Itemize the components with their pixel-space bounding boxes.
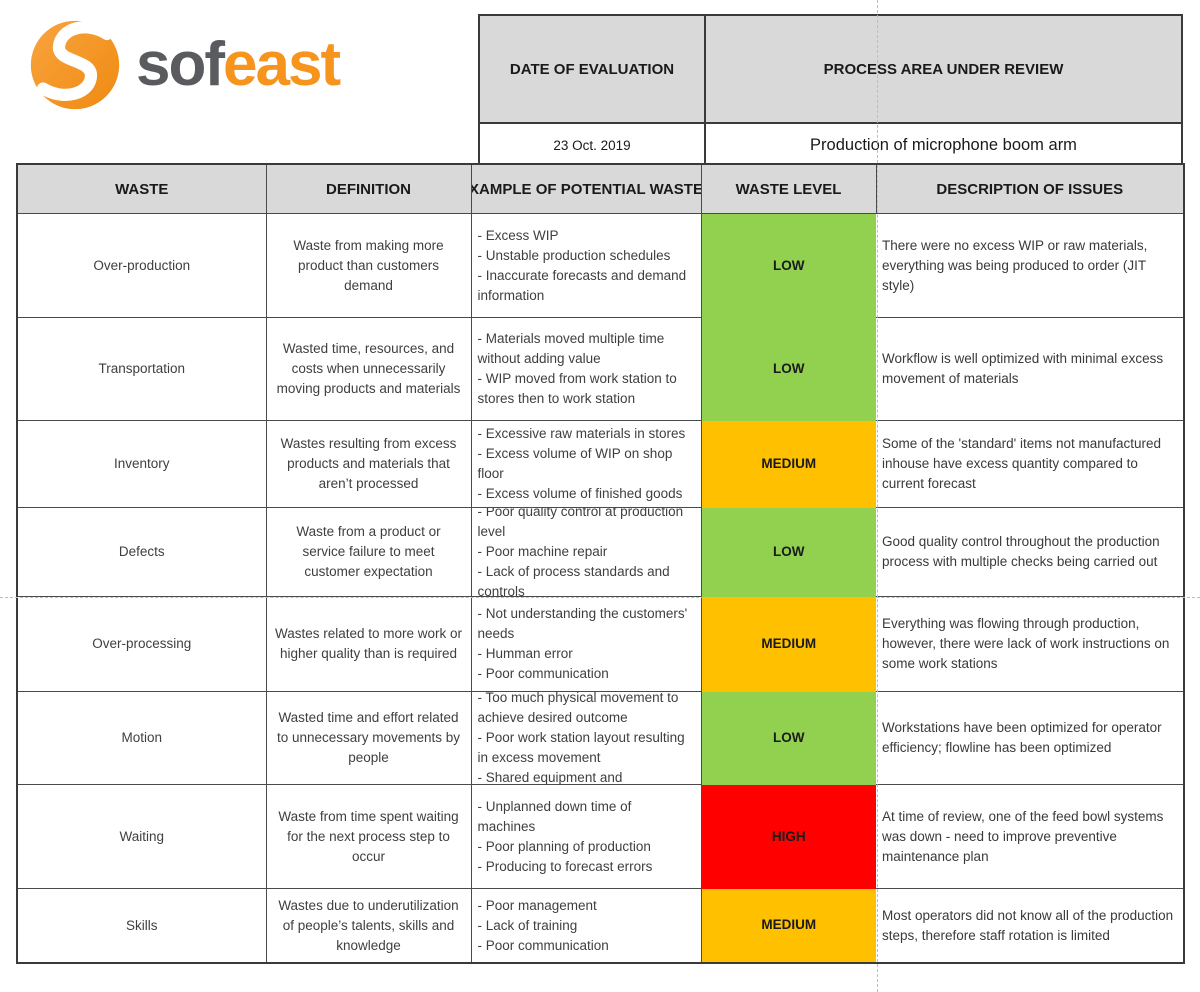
evaluation-header-table: DATE OF EVALUATION PROCESS AREA UNDER RE… [478, 14, 1183, 169]
examples-cell: - Excessive raw materials in stores - Ex… [470, 420, 702, 508]
column-header-waste: WASTE [16, 163, 267, 214]
table-row: Over-production Waste from making more p… [16, 213, 1185, 318]
description-cell: Workflow is well optimized with minimal … [876, 317, 1185, 421]
definition-cell: Waste from a product or service failure … [265, 507, 472, 597]
definition-cell: Waste from time spent waiting for the ne… [265, 784, 472, 889]
waste-level-badge: LOW [700, 507, 876, 597]
description-cell: Workstations have been optimized for ope… [876, 691, 1185, 785]
examples-cell: - Materials moved multiple time without … [470, 317, 702, 421]
definition-cell: Wastes resulting from excess products an… [265, 420, 472, 508]
date-of-evaluation-value: 23 Oct. 2019 [478, 122, 706, 169]
table-row: Skills Wastes due to underutilization of… [16, 888, 1185, 964]
waste-name-cell: Motion [16, 691, 267, 785]
description-cell: Good quality control throughout the prod… [876, 507, 1185, 597]
examples-cell: - Poor management - Lack of training - P… [470, 888, 702, 964]
wordmark-sof: sof [136, 30, 225, 99]
waste-assessment-table: WASTE DEFINITION EXAMPLE OF POTENTIAL WA… [16, 163, 1185, 964]
examples-cell: - Excess WIP - Unstable production sched… [470, 213, 702, 318]
waste-name-cell: Transportation [16, 317, 267, 421]
horizontal-page-break-line [0, 597, 1200, 598]
definition-cell: Wasted time, resources, and costs when u… [265, 317, 472, 421]
description-cell: At time of review, one of the feed bowl … [876, 784, 1185, 889]
brand-wordmark: sofeast [136, 34, 341, 96]
definition-cell: Waste from making more product than cust… [265, 213, 472, 318]
waste-name-cell: Over-processing [16, 596, 267, 692]
waste-level-badge: MEDIUM [700, 420, 876, 508]
waste-level-badge: LOW [700, 213, 876, 318]
waste-name-cell: Skills [16, 888, 267, 964]
column-header-waste-level: WASTE LEVEL [700, 163, 877, 214]
table-header-row: WASTE DEFINITION EXAMPLE OF POTENTIAL WA… [16, 163, 1185, 214]
waste-name-cell: Defects [16, 507, 267, 597]
waste-name-cell: Inventory [16, 420, 267, 508]
wordmark-east: east [223, 30, 341, 99]
examples-cell: - Unplanned down time of machines - Poor… [470, 784, 702, 889]
description-cell: There were no excess WIP or raw material… [876, 213, 1185, 318]
process-area-value: Production of microphone boom arm [704, 122, 1183, 169]
waste-name-cell: Waiting [16, 784, 267, 889]
vertical-page-break-line [877, 0, 878, 992]
waste-name-cell: Over-production [16, 213, 267, 318]
waste-level-badge: HIGH [700, 784, 876, 889]
description-cell: Most operators did not know all of the p… [876, 888, 1185, 964]
column-header-examples: EXAMPLE OF POTENTIAL WASTES [470, 163, 702, 214]
description-cell: Some of the 'standard' items not manufac… [876, 420, 1185, 508]
table-row: Motion Wasted time and effort related to… [16, 691, 1185, 785]
table-row: Defects Waste from a product or service … [16, 507, 1185, 597]
sofeast-swirl-s-icon [28, 18, 122, 112]
waste-level-badge: MEDIUM [700, 596, 876, 692]
brand-logo: sofeast [28, 18, 341, 112]
process-area-header: PROCESS AREA UNDER REVIEW [704, 14, 1183, 124]
waste-level-badge: LOW [700, 691, 876, 785]
column-header-definition: DEFINITION [265, 163, 472, 214]
table-row: Over-processing Wastes related to more w… [16, 596, 1185, 692]
examples-cell: - Not understanding the customers' needs… [470, 596, 702, 692]
examples-cell: - Poor quality control at production lev… [470, 507, 702, 597]
table-row: Waiting Waste from time spent waiting fo… [16, 784, 1185, 889]
definition-cell: Wasted time and effort related to unnece… [265, 691, 472, 785]
examples-cell: - Too much physical movement to achieve … [470, 691, 702, 785]
table-row: Transportation Wasted time, resources, a… [16, 317, 1185, 421]
date-of-evaluation-header: DATE OF EVALUATION [478, 14, 706, 124]
column-header-description: DESCRIPTION OF ISSUES [876, 163, 1185, 214]
waste-level-badge: LOW [700, 317, 876, 421]
description-cell: Everything was flowing through productio… [876, 596, 1185, 692]
waste-level-badge: MEDIUM [700, 888, 876, 963]
definition-cell: Wastes related to more work or higher qu… [265, 596, 472, 692]
definition-cell: Wastes due to underutilization of people… [265, 888, 472, 964]
table-row: Inventory Wastes resulting from excess p… [16, 420, 1185, 508]
